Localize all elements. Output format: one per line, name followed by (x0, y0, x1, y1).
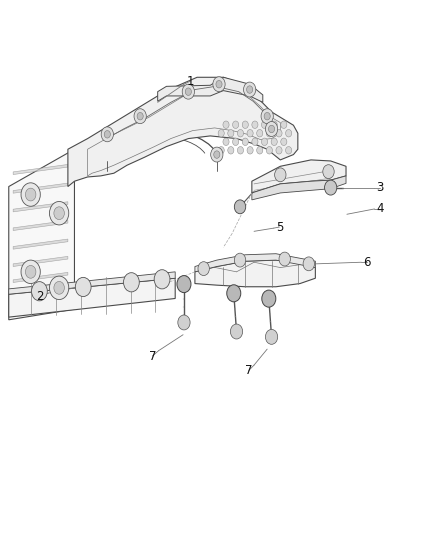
Circle shape (54, 281, 64, 294)
Text: 1: 1 (187, 75, 194, 87)
Circle shape (54, 207, 64, 220)
Circle shape (25, 188, 36, 201)
Circle shape (286, 147, 292, 154)
Circle shape (261, 109, 273, 124)
Circle shape (137, 112, 143, 120)
Polygon shape (195, 260, 315, 287)
Circle shape (134, 109, 146, 124)
Circle shape (218, 147, 224, 154)
Circle shape (234, 253, 246, 267)
Circle shape (261, 138, 268, 146)
Circle shape (228, 147, 234, 154)
Polygon shape (13, 239, 68, 249)
Circle shape (101, 127, 113, 142)
Circle shape (49, 201, 69, 225)
Polygon shape (252, 176, 346, 200)
Polygon shape (158, 77, 263, 102)
Circle shape (275, 168, 286, 182)
Text: 2: 2 (36, 290, 44, 303)
Circle shape (177, 276, 191, 293)
Circle shape (21, 260, 40, 284)
Circle shape (32, 281, 47, 301)
Circle shape (261, 121, 268, 128)
Circle shape (104, 131, 110, 138)
Circle shape (49, 276, 69, 300)
Circle shape (233, 121, 239, 128)
Text: 7: 7 (245, 364, 253, 377)
Circle shape (252, 121, 258, 128)
Circle shape (266, 147, 272, 154)
Circle shape (234, 200, 246, 214)
Circle shape (247, 86, 253, 93)
Polygon shape (13, 183, 68, 193)
Circle shape (247, 130, 253, 137)
Circle shape (265, 329, 278, 344)
Circle shape (262, 290, 276, 307)
Circle shape (178, 315, 190, 330)
Circle shape (198, 262, 209, 276)
Polygon shape (9, 149, 74, 320)
Circle shape (279, 252, 290, 266)
Circle shape (233, 138, 239, 146)
Polygon shape (13, 256, 68, 266)
Circle shape (271, 138, 277, 146)
Circle shape (185, 88, 191, 95)
Circle shape (228, 130, 234, 137)
Circle shape (268, 125, 275, 133)
Circle shape (257, 147, 263, 154)
Polygon shape (195, 254, 315, 272)
Circle shape (252, 138, 258, 146)
Circle shape (325, 180, 337, 195)
Text: 7: 7 (148, 350, 156, 362)
Circle shape (303, 257, 314, 271)
Polygon shape (13, 272, 68, 282)
Circle shape (218, 130, 224, 137)
Text: 6: 6 (363, 256, 371, 269)
Circle shape (265, 122, 278, 136)
Polygon shape (13, 221, 68, 230)
Circle shape (154, 270, 170, 289)
Circle shape (266, 130, 272, 137)
Text: 4: 4 (376, 203, 384, 215)
Circle shape (257, 130, 263, 137)
Polygon shape (13, 288, 68, 297)
Circle shape (264, 112, 270, 120)
Circle shape (323, 165, 334, 179)
Circle shape (237, 130, 244, 137)
Circle shape (244, 82, 256, 97)
Circle shape (214, 151, 220, 158)
Circle shape (124, 273, 139, 292)
Circle shape (276, 130, 282, 137)
Polygon shape (252, 160, 346, 193)
Text: 3: 3 (377, 181, 384, 194)
Circle shape (223, 138, 229, 146)
Circle shape (227, 285, 241, 302)
Circle shape (230, 324, 243, 339)
Circle shape (216, 80, 222, 88)
Circle shape (237, 147, 244, 154)
Circle shape (213, 77, 225, 92)
Polygon shape (68, 77, 298, 187)
Circle shape (281, 138, 287, 146)
Circle shape (223, 121, 229, 128)
Circle shape (281, 121, 287, 128)
Circle shape (242, 121, 248, 128)
Text: 5: 5 (276, 221, 283, 233)
Circle shape (271, 121, 277, 128)
Circle shape (247, 147, 253, 154)
Polygon shape (9, 272, 175, 294)
Polygon shape (9, 278, 175, 317)
Circle shape (75, 277, 91, 296)
Circle shape (276, 147, 282, 154)
Polygon shape (13, 164, 68, 175)
Circle shape (182, 84, 194, 99)
Circle shape (21, 183, 40, 206)
Circle shape (242, 138, 248, 146)
Circle shape (211, 147, 223, 162)
Circle shape (25, 265, 36, 278)
Polygon shape (13, 201, 68, 212)
Circle shape (286, 130, 292, 137)
